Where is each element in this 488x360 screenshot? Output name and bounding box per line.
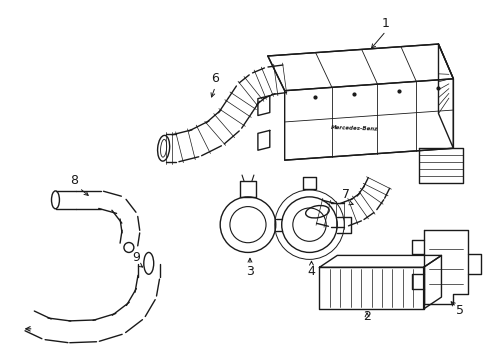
Text: 6: 6	[211, 72, 219, 85]
Text: 1: 1	[381, 17, 389, 30]
Text: 3: 3	[245, 265, 253, 278]
Text: 5: 5	[455, 305, 464, 318]
Text: Mercedes-Benz: Mercedes-Benz	[330, 125, 377, 132]
Text: 4: 4	[307, 265, 315, 278]
Text: 2: 2	[363, 310, 370, 323]
Text: 7: 7	[342, 188, 349, 201]
Text: 8: 8	[70, 174, 78, 186]
Text: 9: 9	[132, 251, 140, 264]
